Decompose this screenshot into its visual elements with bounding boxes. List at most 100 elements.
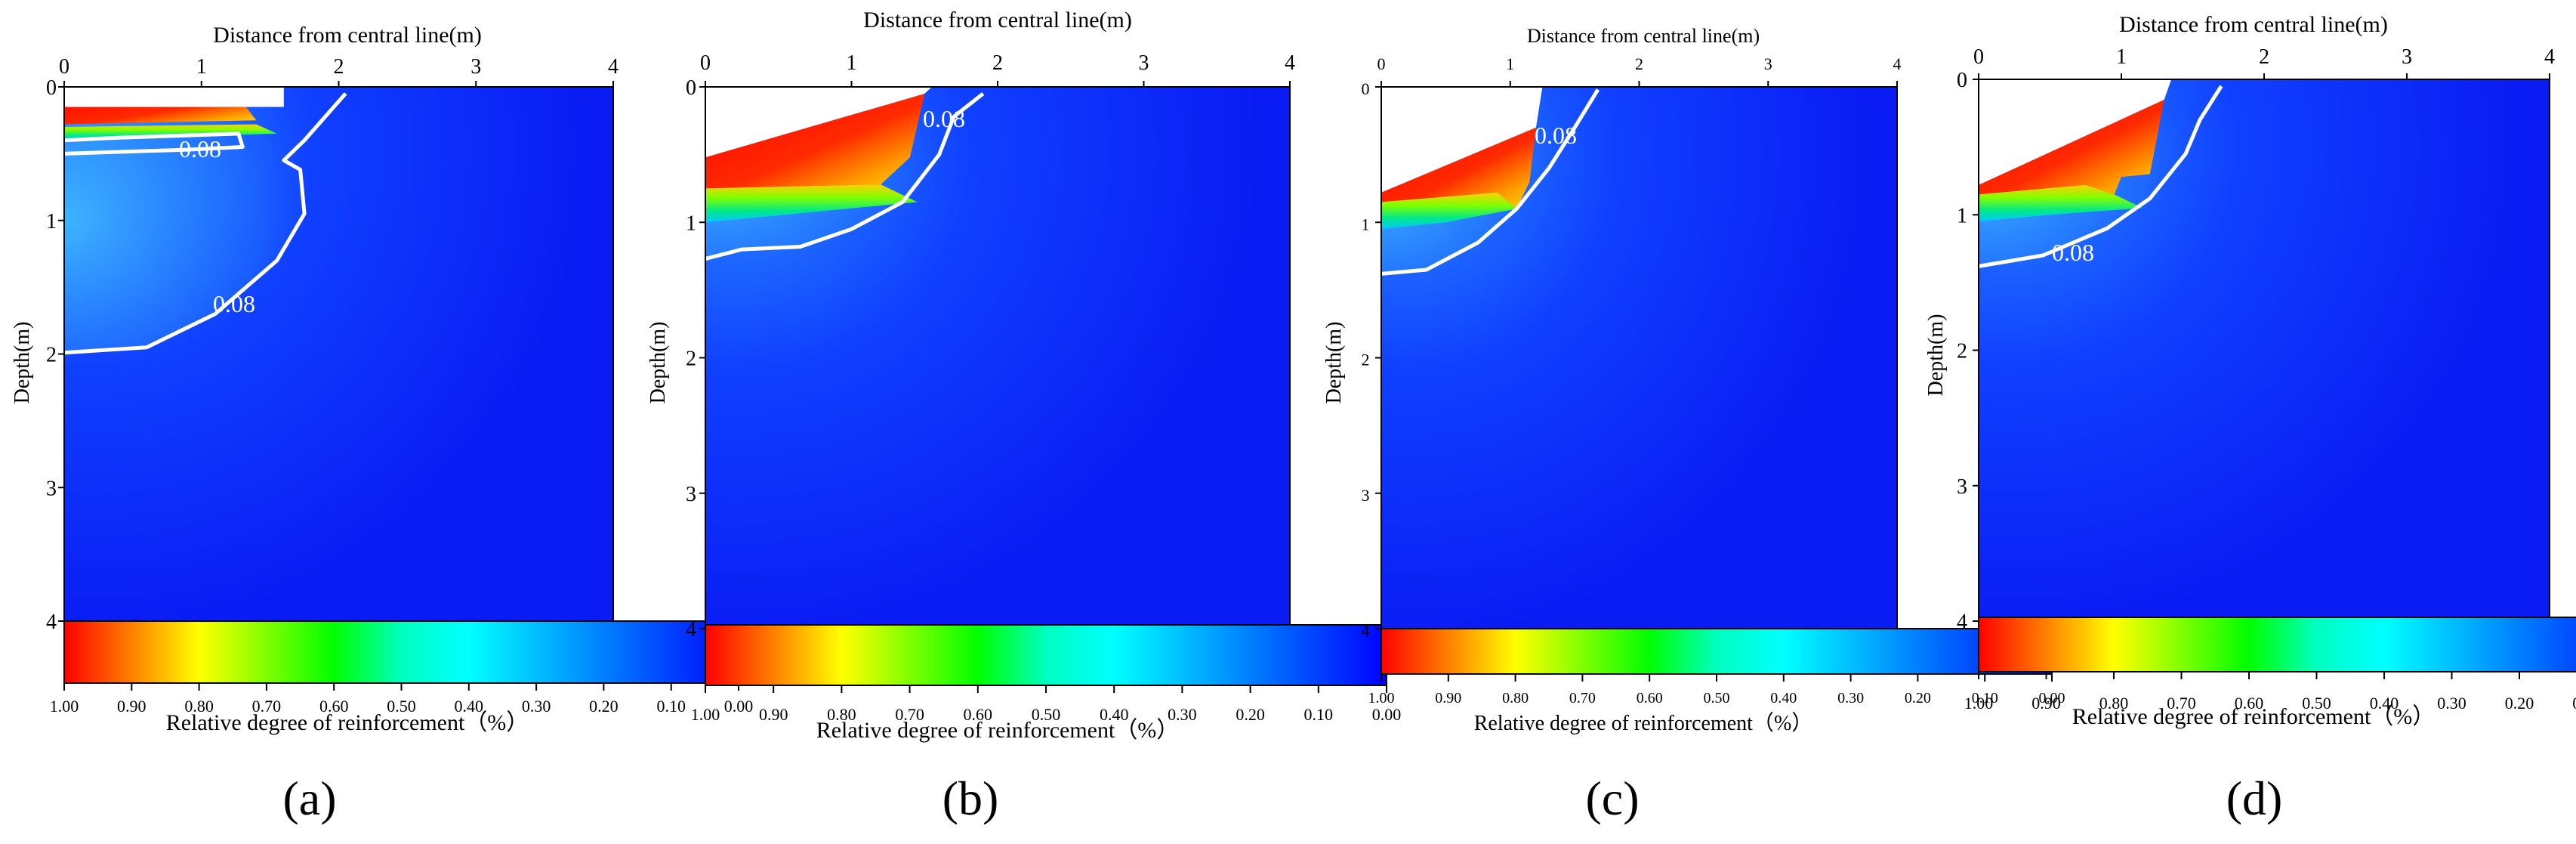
panel-b-y-tick-label: 1: [686, 212, 696, 235]
panel-c-colorbar-tick-label: 0.70: [1569, 690, 1596, 706]
panel-c-y-tick-label: 3: [1362, 486, 1370, 505]
panel-a-x-tick-label: 2: [334, 55, 344, 79]
panel-a-colorbar-tick-label: 0.10: [656, 697, 686, 716]
panel-b-colorbar-tick-label: 1.00: [691, 705, 720, 724]
panel-b-y-tick-label: 3: [686, 483, 696, 506]
panel-d-x-tick-label: 4: [2544, 45, 2555, 69]
panel-b-colorbar-tick-label: 0.00: [1372, 705, 1402, 724]
panel-b-y-tick-label: 4: [686, 618, 696, 642]
panel-a-y-axis-title: Depth(m): [11, 322, 34, 404]
panel-b-x-tick-label: 1: [847, 51, 857, 75]
panel-c-contour-0-08: [1381, 88, 1600, 276]
panel-c-colorbar-tick-label: 0.90: [1435, 690, 1461, 706]
panel-d-y-axis-title: Depth(m): [1924, 314, 1948, 397]
panel-b-label: (b): [942, 771, 999, 825]
panel-a-colorbar-tick-label: 0.70: [252, 697, 282, 716]
panel-b-contour-0-08: [705, 92, 985, 261]
panel-d-x-tick-label: 1: [2116, 45, 2127, 69]
panel-b-contour-label: 0.08: [923, 105, 965, 132]
panel-c-colorbar-tick-label: 0.30: [1837, 690, 1864, 706]
panel-d-core-zone-2: [1979, 184, 2143, 222]
panel-a-x-tick-label: 1: [196, 55, 207, 79]
panel-b-core-zone-2: [705, 184, 918, 223]
panel-c-core-zone-2: [1381, 192, 1517, 230]
panel-c-y-tick-label: 0: [1362, 79, 1370, 98]
panel-d-x-tick-label: 2: [2259, 45, 2269, 69]
panel-a-colorbar-tick-label: 0.50: [387, 697, 416, 716]
panel-d-colorbar-label: Relative degree of reinforcement（%）: [2072, 704, 2436, 729]
panel-d-colorbar-tick-label: 0.10: [2572, 694, 2576, 713]
panel-c-x-tick-label: 2: [1635, 54, 1643, 73]
panel-c-colorbar-tick-label: 1.00: [1368, 690, 1395, 706]
panel-b-colorbar-tick-label: 0.40: [1100, 705, 1129, 724]
panel-c-colorbar-tick-label: 0.20: [1905, 690, 1931, 706]
panel-a-y-tick-label: 3: [46, 477, 57, 500]
panel-a-contour-0-08: [63, 92, 347, 355]
panel-c-y-axis-title: Depth(m): [1322, 322, 1346, 404]
panel-a-colorbar: [63, 620, 739, 684]
panel-b-colorbar-tick-label: 0.90: [759, 705, 788, 724]
panel-b-x-tick-label: 3: [1139, 51, 1149, 75]
panel-d: 0.08 0 1 2 3 4 0 1 2 3 4 1.00 0.90 0.80 0.70 0.60 0.50 0.…: [1924, 12, 2576, 825]
panel-b-colorbar-tick-label: 0.50: [1032, 705, 1061, 724]
panel-c-unreinforced-wedge: [1381, 87, 1543, 193]
panel-c-x-tick-label: 3: [1764, 54, 1772, 73]
panel-a-colorbar-tick-label: 1.00: [50, 697, 79, 716]
panel-c-y-tick-label: 4: [1362, 621, 1370, 640]
panel-c-colorbar-tick-label: 0.00: [2039, 690, 2065, 706]
panel-b-colorbar-tick-label: 0.10: [1304, 705, 1334, 724]
panel-a-colorbar-tick-label: 0.20: [589, 697, 619, 716]
panel-c-colorbar-label: Relative degree of reinforcement（%）: [1474, 711, 1813, 735]
panel-d-colorbar-tick-label: 0.20: [2505, 694, 2534, 713]
panel-b-colorbar-tick-label: 0.70: [895, 705, 924, 724]
panel-a-inner-contour-0-08: [63, 131, 245, 156]
panel-d-core-zone-1: [1979, 99, 2164, 195]
panel-c-x-tick-label: 0: [1377, 54, 1386, 73]
panel-b-x-tick-label: 4: [1285, 51, 1295, 75]
panel-a-colorbar-tick-label: 0.00: [724, 697, 754, 716]
panel-a-colorbar-label: Relative degree of reinforcement（%）: [166, 710, 529, 735]
panel-a-x-tick-label: 3: [470, 55, 481, 79]
panel-c-y-tick-label: 1: [1362, 215, 1370, 233]
panel-b-unreinforced-wedge: [705, 87, 932, 158]
panel-b: 0.08 0 1 2 3 4 0 1 2 3 4 1.00 0.90 0.80 0.70 0.60 0.50 0.…: [646, 8, 1401, 825]
panel-d-x-tick-label: 0: [1973, 45, 1984, 69]
panel-a-colorbar-tick-label: 0.80: [184, 697, 214, 716]
panel-a-x-tick-label: 0: [59, 55, 69, 79]
panel-d-x-tick-label: 3: [2402, 45, 2412, 69]
panel-d-y-tick-label: 1: [1957, 204, 1967, 227]
panel-a-colorbar-tick-label: 0.30: [522, 697, 551, 716]
panel-c-colorbar-tick-label: 0.40: [1770, 690, 1797, 706]
panel-a-label: (a): [282, 771, 336, 825]
panel-d-colorbar-tick-label: 0.90: [2031, 694, 2061, 713]
panel-d-colorbar-tick-label: 0.60: [2235, 694, 2264, 713]
panel-d-x-axis-title: Distance from central line(m): [2119, 12, 2388, 37]
panel-b-colorbar-tick-label: 0.60: [964, 705, 993, 724]
panel-b-colorbar-label: Relative degree of reinforcement（%）: [816, 718, 1180, 743]
panel-b-colorbar-tick-label: 0.80: [827, 705, 856, 724]
panel-a-unreinforced-wedge: [64, 87, 284, 107]
panel-d-y-tick-label: 2: [1957, 340, 1967, 363]
panel-b-y-axis-title: Depth(m): [646, 322, 670, 404]
panel-c-colorbar-tick-label: 0.50: [1704, 690, 1730, 706]
panel-c-y-tick-label: 2: [1362, 351, 1370, 369]
panel-d-colorbar-tick-label: 0.80: [2099, 694, 2129, 713]
panel-c-colorbar-tick-label: 0.10: [1972, 690, 1998, 706]
panel-a-colorbar-tick-label: 0.40: [455, 697, 484, 716]
panel-c-x-tick-label: 1: [1506, 54, 1514, 73]
panel-a-x-tick-label: 4: [608, 55, 619, 79]
panel-a-colorbar-tick-label: 0.60: [319, 697, 349, 716]
panel-d-colorbar: [1978, 617, 2576, 672]
panel-c-label: (c): [1585, 771, 1639, 825]
panel-b-y-tick-label: 0: [686, 76, 696, 100]
panel-d-colorbar-tick-label: 0.70: [2167, 694, 2196, 713]
panel-d-label: (d): [2226, 771, 2283, 825]
panel-d-y-tick-label: 3: [1957, 475, 1967, 499]
panel-d-colorbar-tick-label: 1.00: [1964, 694, 1994, 713]
panel-b-x-tick-label: 0: [700, 51, 711, 75]
panel-a-y-tick-label: 1: [46, 210, 57, 233]
panel-b-y-tick-label: 2: [686, 348, 696, 371]
panel-d-contour-0-08: [1978, 85, 2223, 268]
panel-c-core-zone-1: [1381, 127, 1536, 209]
